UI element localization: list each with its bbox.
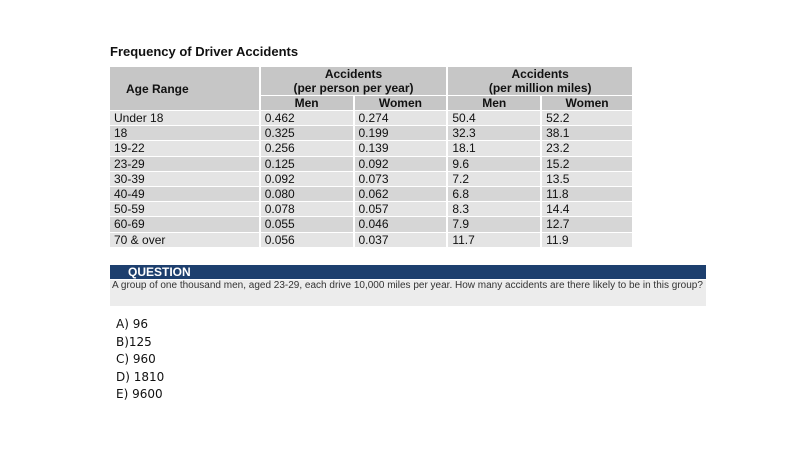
pp-women-cell: 0.037: [353, 232, 449, 248]
pm-women-cell: 52.2: [541, 110, 634, 127]
pp-women-cell: 0.092: [353, 156, 449, 172]
age-cell: 50-59: [110, 201, 261, 218]
pp-women-cell: 0.062: [353, 186, 449, 203]
pm-women-cell: 14.4: [541, 201, 634, 218]
pm-women-cell: 11.9: [541, 232, 634, 248]
accidents-table: Age Range Accidents (per person per year…: [110, 67, 634, 248]
age-cell: 60-69: [110, 216, 261, 233]
table-row: 30-39 0.092 0.073 7.2 13.5: [110, 171, 634, 187]
pm-men-cell: 7.9: [447, 216, 543, 233]
pm-women-cell: 38.1: [541, 125, 634, 142]
header-men-per-person: Men: [259, 95, 355, 111]
answer-options: A) 96 B)125 C) 960 D) 1810 E) 9600: [116, 316, 164, 404]
question-header-bar: QUESTION: [110, 265, 706, 279]
table-title: Frequency of Driver Accidents: [110, 44, 299, 59]
pp-men-cell: 0.325: [259, 125, 355, 142]
pp-men-cell: 0.092: [259, 171, 355, 187]
option-a[interactable]: A) 96: [116, 317, 148, 331]
age-cell: 40-49: [110, 186, 261, 203]
pp-men-cell: 0.462: [259, 110, 355, 127]
table-row: 19-22 0.256 0.139 18.1 23.2: [110, 140, 634, 157]
header-accidents-per-person: Accidents (per person per year): [259, 67, 449, 96]
pm-men-cell: 6.8: [447, 186, 543, 203]
pp-women-cell: 0.073: [353, 171, 449, 187]
pp-women-cell: 0.046: [353, 216, 449, 233]
age-cell: 70 & over: [110, 232, 261, 248]
age-cell: 30-39: [110, 171, 261, 187]
pp-men-cell: 0.080: [259, 186, 355, 203]
header-accidents-per-mile: Accidents (per million miles): [447, 67, 634, 96]
pp-men-cell: 0.055: [259, 216, 355, 233]
pm-men-cell: 11.7: [447, 232, 543, 248]
pm-women-cell: 15.2: [541, 156, 634, 172]
pp-men-cell: 0.056: [259, 232, 355, 248]
pp-women-cell: 0.057: [353, 201, 449, 218]
option-e[interactable]: E) 9600: [116, 387, 163, 401]
age-cell: 23-29: [110, 156, 261, 172]
age-cell: 18: [110, 125, 261, 142]
pm-men-cell: 8.3: [447, 201, 543, 218]
pm-men-cell: 32.3: [447, 125, 543, 142]
pm-women-cell: 12.7: [541, 216, 634, 233]
pm-men-cell: 50.4: [447, 110, 543, 127]
pm-men-cell: 9.6: [447, 156, 543, 172]
table-row: Under 18 0.462 0.274 50.4 52.2: [110, 110, 634, 127]
header-men-per-mile: Men: [447, 95, 543, 111]
question-text: A group of one thousand men, aged 23-29,…: [110, 280, 706, 306]
pm-men-cell: 18.1: [447, 140, 543, 157]
header-women-per-mile: Women: [541, 95, 634, 111]
pm-women-cell: 13.5: [541, 171, 634, 187]
table-row: 40-49 0.080 0.062 6.8 11.8: [110, 186, 634, 203]
table-row: 60-69 0.055 0.046 7.9 12.7: [110, 216, 634, 233]
option-b[interactable]: B)125: [116, 334, 152, 349]
age-cell: Under 18: [110, 110, 261, 127]
header-group2-line1: Accidents: [511, 67, 569, 81]
option-c[interactable]: C) 960: [116, 352, 156, 366]
pp-men-cell: 0.078: [259, 201, 355, 218]
option-d[interactable]: D) 1810: [116, 369, 165, 384]
pp-men-cell: 0.125: [259, 156, 355, 172]
header-group1-line2: (per person per year): [293, 81, 414, 95]
header-age-range: Age Range: [110, 67, 261, 111]
table-row: 23-29 0.125 0.092 9.6 15.2: [110, 156, 634, 172]
pp-women-cell: 0.199: [353, 125, 449, 142]
age-cell: 19-22: [110, 140, 261, 157]
question-label: QUESTION: [128, 265, 191, 279]
pm-women-cell: 11.8: [541, 186, 634, 203]
pp-women-cell: 0.274: [353, 110, 449, 127]
table-row: 18 0.325 0.199 32.3 38.1: [110, 125, 634, 142]
pm-men-cell: 7.2: [447, 171, 543, 187]
header-women-per-person: Women: [353, 95, 449, 111]
pm-women-cell: 23.2: [541, 140, 634, 157]
table-row: 50-59 0.078 0.057 8.3 14.4: [110, 201, 634, 218]
pp-men-cell: 0.256: [259, 140, 355, 157]
header-group2-line2: (per million miles): [488, 81, 592, 95]
header-group1-line1: Accidents: [324, 67, 383, 81]
pp-women-cell: 0.139: [353, 140, 449, 157]
table-row: 70 & over 0.056 0.037 11.7 11.9: [110, 232, 634, 248]
